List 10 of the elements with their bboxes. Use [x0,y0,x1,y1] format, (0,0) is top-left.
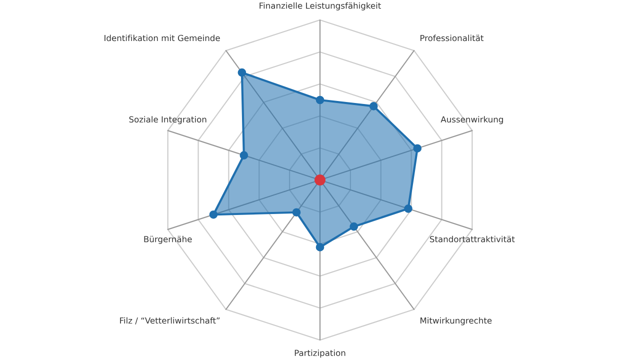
spoke-label: Standortattraktivität [430,236,515,242]
spoke-label: Professionalität [420,34,484,42]
spoke-label: Mitwirkungrechte [420,317,492,326]
spoke-label: Filz / “Vetterliwirtschaft” [120,317,220,324]
spoke-label: Soziale Integration [129,116,206,124]
spoke-label: Partizipation [294,350,346,358]
spoke-label: Identifikation mit Gemeinde [104,34,220,42]
spoke-label: Aussenwirkung [440,116,503,124]
spoke-label: Finanzielle Leistungsfähigkeit [260,2,381,10]
spoke-label: Bürgernähe [144,236,192,244]
